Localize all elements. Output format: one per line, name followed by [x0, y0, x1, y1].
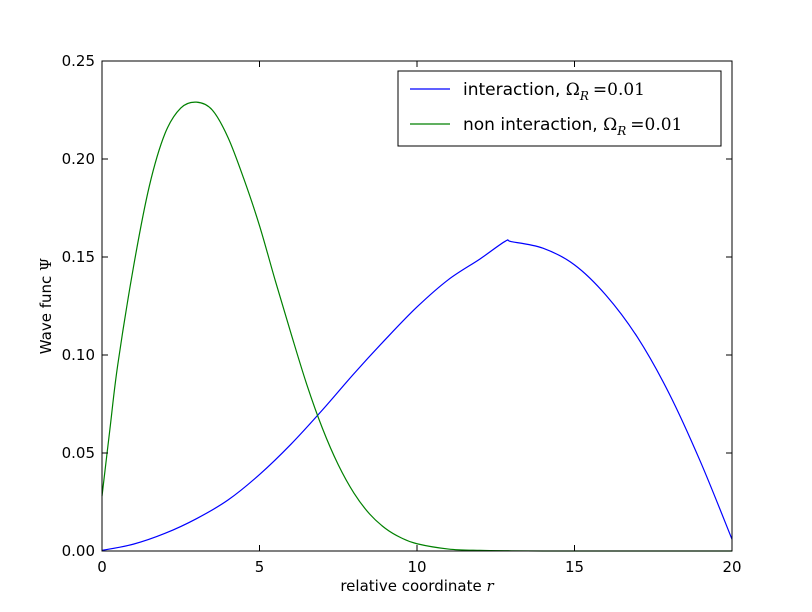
legend-box [397, 70, 722, 147]
y-tick-label: 0.10 [62, 346, 95, 364]
tick-labels-layer: 0 5 10 15 20 0.00 0.05 0.10 0.15 0.20 0.25 [62, 52, 742, 576]
x-axis-label-var: r [486, 577, 494, 595]
y-axis-label: Wave func Ψ [37, 258, 55, 354]
y-tick-label: 0.00 [62, 542, 95, 560]
legend-label-non-interaction: non interaction, ΩR =0.01 [463, 115, 682, 138]
x-tick-label: 5 [255, 558, 265, 576]
series-line-non-interaction [101, 101, 732, 552]
x-tick-label: 10 [407, 558, 426, 576]
series-layer [101, 101, 733, 552]
ticks-layer [101, 60, 733, 552]
y-tick-label: 0.20 [62, 150, 95, 168]
x-tick-label: 20 [722, 558, 741, 576]
y-tick-label: 0.15 [62, 248, 95, 266]
x-axis-label-text: relative coordinate [340, 577, 481, 595]
legend: interaction, ΩR =0.01 non interaction, ΩR… [397, 70, 722, 147]
x-tick-label: 15 [565, 558, 584, 576]
x-tick-label: 0 [97, 558, 107, 576]
y-tick-label: 0.05 [62, 444, 95, 462]
x-axis-label: relative coordinate r [340, 577, 494, 595]
y-tick-label: 0.25 [62, 52, 95, 70]
series-line-interaction [101, 239, 733, 551]
y-axis-label-text: Wave func [37, 276, 55, 354]
y-axis-label-symbol: Ψ [37, 258, 55, 271]
legend-label-interaction: interaction, ΩR =0.01 [463, 80, 645, 103]
